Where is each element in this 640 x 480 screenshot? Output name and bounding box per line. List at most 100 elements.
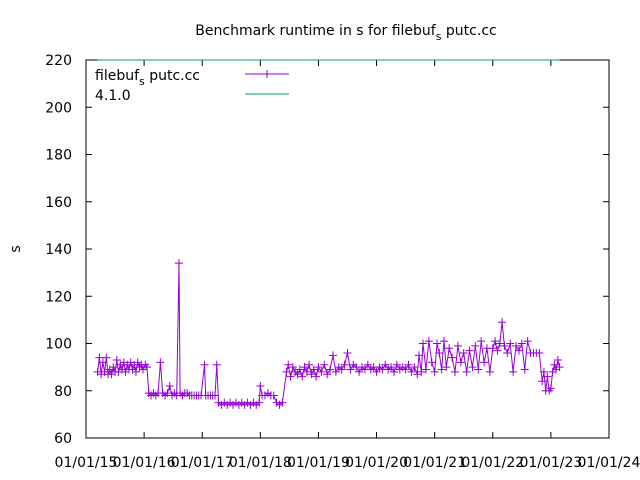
data-point	[439, 337, 448, 346]
data-point	[514, 346, 523, 355]
data-point	[343, 348, 352, 357]
x-tick-label: 01/01/19	[287, 455, 350, 471]
data-point	[387, 363, 396, 372]
data-point	[520, 365, 529, 374]
data-point	[546, 384, 555, 393]
data-point	[331, 367, 340, 376]
data-point	[328, 351, 337, 360]
data-point	[432, 339, 441, 348]
data-point	[269, 391, 278, 400]
data-point	[98, 358, 107, 367]
legend-label-filebuf: filebufs putc.cc	[95, 68, 200, 88]
data-point	[493, 346, 502, 355]
data-point	[430, 367, 439, 376]
axes: 608010012014016018020022001/01/1501/01/1…	[45, 53, 640, 471]
x-tick-label: 01/01/23	[519, 455, 582, 471]
data-point	[550, 360, 559, 369]
data-point	[419, 339, 428, 348]
data-point	[523, 337, 532, 346]
data-point	[459, 348, 468, 357]
data-point	[424, 337, 433, 346]
data-point	[305, 360, 314, 369]
data-point	[389, 367, 398, 376]
data-point	[317, 367, 326, 376]
data-point	[453, 341, 462, 350]
data-point	[535, 348, 544, 357]
data-point	[156, 358, 165, 367]
data-point	[500, 341, 509, 350]
data-point	[255, 398, 264, 407]
x-tick-label: 01/01/22	[461, 455, 524, 471]
data-point	[340, 360, 349, 369]
data-point	[543, 372, 552, 381]
y-tick-label: 180	[45, 148, 72, 164]
data-point	[498, 318, 507, 327]
data-point	[323, 370, 332, 379]
data-point	[295, 365, 304, 374]
data-point	[407, 367, 416, 376]
data-point	[421, 365, 430, 374]
data-point	[302, 367, 311, 376]
data-point	[465, 346, 474, 355]
data-point	[468, 363, 477, 372]
data-point	[506, 339, 515, 348]
y-tick-label: 120	[45, 289, 72, 305]
data-point	[517, 339, 526, 348]
chart-title: Benchmark runtime in s for filebufs putc…	[195, 23, 496, 43]
data-point	[417, 367, 426, 376]
data-point	[200, 360, 209, 369]
data-point	[435, 348, 444, 357]
y-tick-label: 160	[45, 195, 72, 211]
data-point	[309, 365, 318, 374]
data-point	[288, 363, 297, 372]
data-point	[495, 339, 504, 348]
data-point	[512, 341, 521, 350]
y-tick-label: 220	[45, 53, 72, 69]
data-point	[355, 367, 364, 376]
data-point	[298, 372, 307, 381]
data-point	[300, 363, 309, 372]
y-axis-label: s	[8, 245, 24, 252]
x-tick-label: 01/01/24	[578, 455, 640, 471]
legend-marker-filebuf	[263, 70, 271, 78]
data-point	[131, 367, 140, 376]
data-point	[414, 351, 423, 360]
data-point	[401, 365, 410, 374]
data-point	[451, 367, 460, 376]
data-point	[485, 367, 494, 376]
data-point	[312, 372, 321, 381]
data-point	[555, 363, 564, 372]
data-point	[392, 360, 401, 369]
data-point	[477, 337, 486, 346]
data-point	[480, 358, 489, 367]
legend-label-4-1-0: 4.1.0	[95, 88, 131, 104]
data-point	[102, 353, 111, 362]
x-tick-label: 01/01/20	[345, 455, 408, 471]
data-point	[95, 353, 104, 362]
data-point	[165, 382, 174, 391]
data-point	[256, 382, 265, 391]
x-tick-label: 01/01/17	[171, 455, 234, 471]
data-point	[293, 370, 302, 379]
data-point	[404, 360, 413, 369]
data-point	[539, 367, 548, 376]
plot-border	[85, 59, 610, 439]
legend: filebufs putc.cc 4.1.0	[95, 68, 289, 104]
data-point	[163, 389, 172, 398]
data-point	[488, 344, 497, 353]
data-point	[138, 365, 147, 374]
y-tick-label: 140	[45, 242, 72, 258]
data-point	[314, 363, 323, 372]
data-point	[442, 363, 451, 372]
data-point	[286, 372, 295, 381]
data-point	[462, 367, 471, 376]
series-line-0	[97, 263, 561, 406]
plot-marks	[93, 59, 564, 409]
data-point	[427, 358, 436, 367]
data-point	[174, 259, 183, 268]
x-tick-label: 01/01/21	[403, 455, 466, 471]
data-point	[143, 363, 152, 372]
data-point	[211, 391, 220, 400]
x-tick-label: 01/01/18	[229, 455, 292, 471]
